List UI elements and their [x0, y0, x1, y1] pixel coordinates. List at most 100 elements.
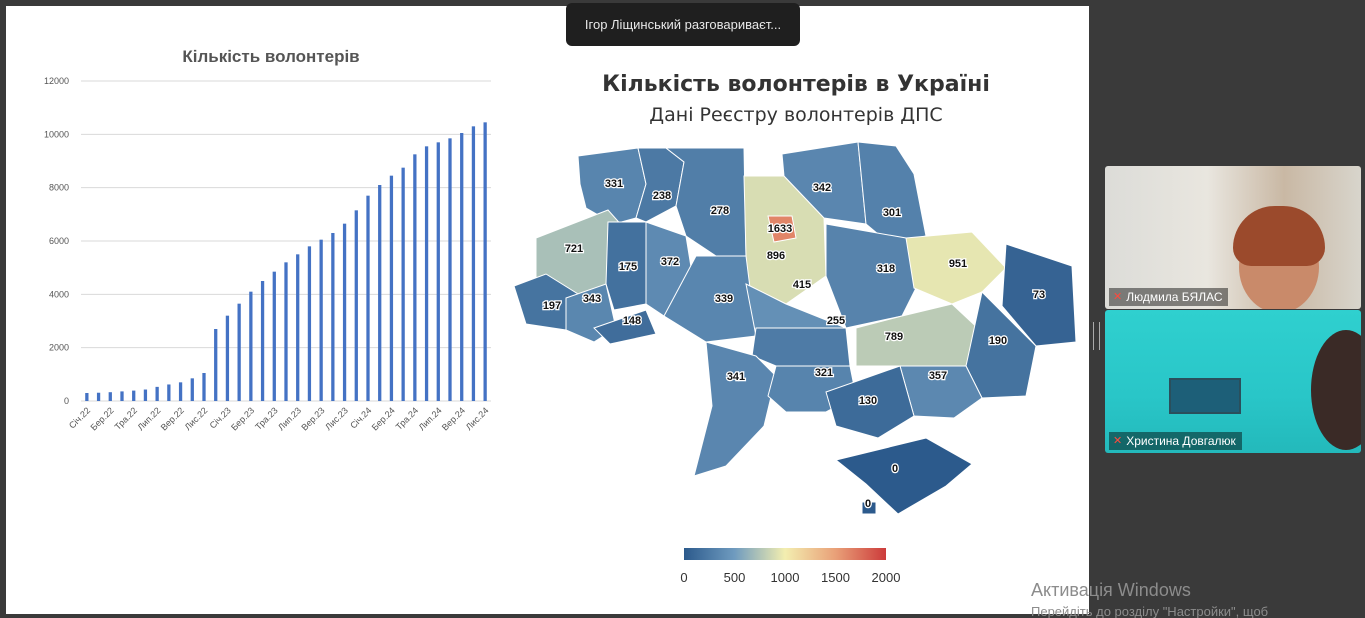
- mic-muted-icon: ✕: [1113, 291, 1123, 303]
- bar-chart-bar: [448, 138, 452, 402]
- bar-chart-bar: [237, 303, 241, 401]
- map-region: [767, 215, 797, 243]
- map-region: [1001, 243, 1077, 347]
- bar-chart-bar: [108, 392, 112, 401]
- map-region-value-label: 318: [877, 263, 895, 275]
- bar-chart-ytick: 4000: [49, 289, 69, 299]
- participant-video-face: [1311, 330, 1361, 450]
- windows-activation-hint: Перейдіть до розділу "Настройки", щоб: [1031, 604, 1269, 618]
- bar-chart-bar: [85, 393, 89, 401]
- bar-chart-ytick: 0: [64, 396, 69, 406]
- map-title: Кількість волонтерів в Україні: [602, 72, 990, 97]
- mic-muted-icon: ✕: [1113, 435, 1123, 447]
- bar-chart-bar: [284, 262, 288, 401]
- bar-chart-bar: [214, 329, 218, 401]
- bar-chart-xtick: Бер.24: [370, 405, 397, 432]
- bar-chart-ytick: 12000: [44, 76, 69, 86]
- map-region: [593, 309, 657, 345]
- participant-video-painting: [1169, 378, 1241, 414]
- bar-chart-bar: [424, 146, 429, 401]
- bar-chart-bar: [307, 246, 312, 401]
- bar-chart-bar: [202, 373, 206, 401]
- bar-chart-bar: [296, 254, 300, 401]
- bar-chart-xtick: Тра.24: [394, 405, 421, 432]
- bar-chart-bar: [143, 389, 148, 401]
- bar-chart-xtick: Тра.23: [253, 405, 280, 432]
- ukraine-volunteers-map: Кількість волонтерів в Україні Дані Реєс…: [506, 66, 1086, 606]
- colorbar-tick: 1500: [821, 570, 850, 585]
- bar-chart-bar: [354, 210, 358, 401]
- participant-video-hair: [1233, 206, 1325, 266]
- bar-chart-xtick: Лис.23: [323, 405, 350, 432]
- map-region-value-label: 415: [793, 279, 811, 291]
- map-region: [605, 221, 647, 311]
- map-region-value-label: 789: [885, 331, 903, 343]
- bar-chart-bar: [413, 154, 417, 401]
- participant-name: Христина Довгалюк: [1126, 434, 1236, 448]
- colorbar-tick: 0: [680, 570, 687, 585]
- bar-chart-bar: [178, 382, 183, 401]
- volunteers-bar-chart: Кількість волонтерів 0 2000 4000 6000 8000 10…: [44, 47, 491, 433]
- map-region-value-label: 73: [1033, 289, 1045, 301]
- bar-chart-bar: [378, 185, 382, 401]
- bar-chart-xtick: Вер.22: [159, 405, 186, 432]
- presentation-slide: Кількість волонтерів 0 2000 4000 6000 8000 10…: [6, 6, 1089, 614]
- map-region-value-label: 255: [827, 315, 845, 327]
- bar-chart-bar: [225, 315, 230, 401]
- bar-chart-ytick: 10000: [44, 129, 69, 139]
- bar-chart-bar: [342, 223, 347, 401]
- bar-chart-bar: [389, 175, 394, 401]
- map-region-value-label: 0: [892, 463, 898, 475]
- bar-chart-xtick: Вер.24: [440, 405, 467, 432]
- bar-chart-xtick: Лис.24: [464, 405, 491, 432]
- map-region-value-label: 148: [623, 315, 641, 327]
- map-region-value-label: 372: [661, 256, 679, 268]
- bar-chart-bar: [272, 271, 276, 401]
- bar-chart-bar: [132, 390, 136, 401]
- map-region-value-label: 175: [619, 261, 637, 273]
- bar-chart-bar: [483, 122, 487, 401]
- map-region: [857, 141, 927, 245]
- bar-chart-bar: [120, 391, 124, 401]
- map-region-value-label: 896: [767, 250, 785, 262]
- participant-video-tile[interactable]: ✕ Людмила БЯЛАС: [1105, 166, 1361, 309]
- map-region-value-label: 321: [815, 367, 833, 379]
- map-region-value-label: 278: [711, 205, 729, 217]
- bar-chart-bar: [471, 126, 476, 401]
- map-region-value-label: 190: [989, 335, 1007, 347]
- bar-chart-xtick: Тра.22: [113, 405, 140, 432]
- bar-chart-xtick: Бер.22: [89, 405, 116, 432]
- bar-chart-bar: [155, 386, 159, 401]
- map-region-value-label: 342: [813, 182, 831, 194]
- map-region-value-label: 951: [949, 258, 967, 270]
- map-region-value-label: 238: [653, 190, 671, 202]
- bar-chart-xtick: Лип.23: [276, 405, 303, 432]
- map-region-value-label: 721: [565, 243, 583, 255]
- bar-chart-bar: [260, 281, 265, 401]
- bar-chart-ytick: 6000: [49, 236, 69, 246]
- bar-chart-bar: [249, 291, 253, 401]
- bar-chart-title: Кількість волонтерів: [182, 47, 359, 66]
- map-region: [965, 290, 1037, 399]
- map-region: [825, 365, 915, 439]
- map-region-value-label: 0: [865, 498, 871, 510]
- map-region-value-label: 130: [859, 395, 877, 407]
- map-region-value-label: 357: [929, 370, 947, 382]
- colorbar-tick: 500: [724, 570, 746, 585]
- bar-chart-bar: [436, 142, 440, 402]
- bar-chart-xtick: Лип.22: [135, 405, 162, 432]
- bar-chart-bar: [366, 195, 370, 401]
- panel-resize-handle[interactable]: [1093, 322, 1100, 350]
- bar-chart-xtick: Лис.22: [183, 405, 210, 432]
- map-subtitle: Дані Реєстру волонтерів ДПС: [649, 104, 943, 126]
- map-region: [751, 327, 851, 367]
- bar-chart-bar: [167, 384, 171, 401]
- map-region-value-label: 331: [605, 178, 623, 190]
- map-region: [781, 141, 867, 225]
- participant-video-tile[interactable]: ✕ Христина Довгалюк: [1105, 310, 1361, 453]
- participant-name: Людмила БЯЛАС: [1126, 290, 1223, 304]
- map-region-value-label: 197: [543, 300, 561, 312]
- bar-chart-xtick: Бер.23: [229, 405, 256, 432]
- bar-chart-bar: [401, 167, 405, 401]
- map-region: [861, 501, 877, 515]
